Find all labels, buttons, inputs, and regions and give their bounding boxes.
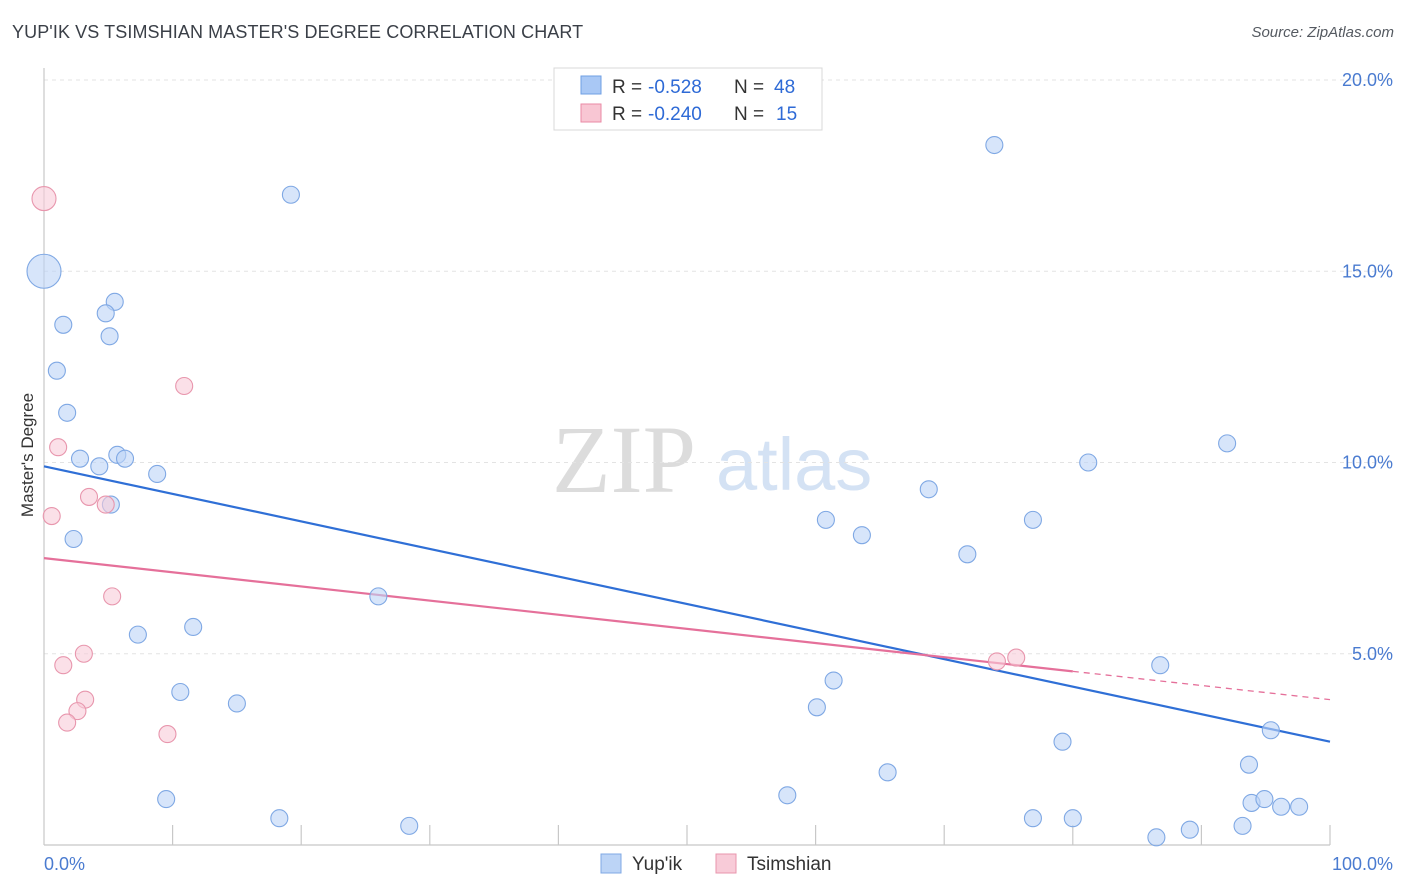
point-yupik (400, 816, 419, 835)
point-tsimshian (103, 587, 122, 606)
point-yupik (878, 763, 897, 782)
trend-line-0 (43, 465, 1331, 743)
point-yupik (1255, 790, 1274, 809)
point-yupik (96, 304, 115, 323)
point-yupik (1063, 809, 1082, 828)
point-yupik (778, 786, 797, 805)
point-yupik (100, 327, 119, 346)
point-tsimshian (96, 495, 115, 514)
point-yupik (270, 809, 289, 828)
watermark-zip: ZIP (552, 406, 696, 513)
legend-r-label-tsimshian: R = (612, 104, 642, 125)
point-yupik (184, 617, 203, 637)
legend-bottom-label-tsimshian: Tsimshian (747, 854, 831, 875)
point-yupik (47, 361, 66, 380)
point-tsimshian (49, 438, 68, 457)
legend-bottom-swatch-yupik (600, 853, 622, 874)
point-tsimshian (987, 652, 1006, 671)
point-yupik (1079, 453, 1098, 472)
point-tsimshian (1007, 648, 1026, 667)
point-yupik (54, 315, 73, 334)
legend-n-value-yupik: 48 (774, 77, 795, 98)
point-yupik (369, 587, 388, 606)
point-yupik (919, 480, 938, 499)
point-yupik (1053, 732, 1072, 751)
point-yupik (1272, 797, 1291, 816)
chart-title: YUP'IK VS TSIMSHIAN MASTER'S DEGREE CORR… (12, 22, 584, 42)
point-yupik (1261, 721, 1280, 740)
point-yupik (171, 682, 190, 702)
watermark: ZIP atlas (552, 406, 872, 513)
point-yupik (1151, 656, 1170, 675)
series-legend: Yup'ik Tsimshian (600, 853, 831, 875)
point-yupik (26, 253, 62, 289)
point-yupik (115, 449, 135, 468)
point-yupik (1233, 816, 1252, 835)
point-yupik (824, 671, 843, 690)
point-yupik (958, 545, 977, 564)
legend-swatch-tsimshian (580, 103, 602, 123)
point-yupik (148, 464, 167, 484)
y-axis-label: Master's Degree (18, 393, 37, 517)
legend-swatch-yupik (580, 75, 602, 95)
point-tsimshian (31, 186, 57, 212)
point-tsimshian (74, 644, 93, 663)
point-yupik (70, 449, 90, 468)
legend-n-label-tsimshian: N = (734, 104, 764, 125)
trend-line-1 (43, 557, 1073, 673)
point-yupik (807, 698, 826, 717)
point-yupik (1218, 434, 1237, 453)
point-yupik (1180, 820, 1199, 839)
point-tsimshian (42, 506, 61, 526)
y-tick-label: 20.0% (1342, 70, 1393, 90)
point-yupik (1023, 510, 1042, 529)
point-yupik (281, 185, 300, 204)
y-tick-label: 5.0% (1352, 644, 1393, 664)
point-yupik (1239, 755, 1259, 774)
point-yupik (90, 457, 109, 476)
point-yupik (1290, 797, 1309, 816)
point-yupik (64, 529, 83, 549)
watermark-atlas: atlas (716, 423, 872, 506)
y-tick-label: 10.0% (1342, 453, 1393, 473)
point-yupik (1023, 809, 1042, 828)
y-tick-labels: 5.0% 10.0% 15.0% 20.0% (1342, 70, 1393, 664)
gridlines (44, 79, 1395, 655)
x-tick-label-max: 100.0% (1332, 854, 1393, 874)
legend-r-value-tsimshian: -0.240 (648, 104, 702, 125)
point-yupik (816, 510, 835, 529)
point-tsimshian (54, 656, 73, 675)
y-tick-label: 15.0% (1342, 261, 1393, 281)
data-points (26, 135, 1309, 847)
point-yupik (128, 625, 147, 644)
point-yupik (852, 526, 871, 545)
trend-lines (43, 465, 1331, 743)
point-tsimshian (68, 702, 87, 721)
legend-r-value-yupik: -0.528 (648, 77, 702, 98)
point-yupik (985, 135, 1004, 155)
point-tsimshian (158, 725, 177, 744)
stats-legend: R = -0.528 N = 48 R = -0.240 N = 15 (553, 67, 823, 131)
legend-bottom-label-yupik: Yup'ik (632, 854, 683, 875)
point-tsimshian (175, 376, 194, 396)
point-yupik (157, 790, 176, 809)
x-tick-label-min: 0.0% (44, 854, 85, 874)
point-yupik (58, 403, 77, 422)
point-yupik (227, 694, 246, 713)
legend-bottom-swatch-tsimshian (715, 853, 737, 874)
point-tsimshian (58, 713, 77, 732)
legend-r-label-yupik: R = (612, 77, 642, 98)
point-yupik (1147, 828, 1166, 847)
point-tsimshian (79, 487, 99, 506)
source-note: Source: ZipAtlas.com (1251, 24, 1394, 41)
legend-n-label-yupik: N = (734, 77, 764, 98)
legend-n-value-tsimshian: 15 (776, 104, 797, 125)
